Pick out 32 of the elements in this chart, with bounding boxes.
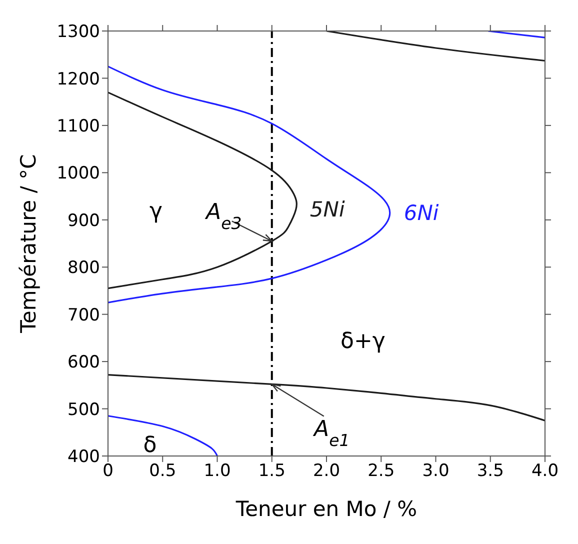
line-series <box>108 92 298 290</box>
y-tick-label: 800 <box>68 258 100 278</box>
x-tick-label: 1.5 <box>258 461 286 482</box>
y-tick-label: 900 <box>68 210 100 231</box>
y-tick-label: 1200 <box>56 69 100 90</box>
line-series <box>108 66 391 304</box>
x-axis-title: Teneur en Mo / % <box>234 497 418 521</box>
annotation: A$_{e1}$ <box>312 417 350 450</box>
annotation: δ <box>143 433 157 458</box>
annotation: γ <box>149 199 163 224</box>
y-axis-title: Température / °C <box>16 154 40 334</box>
annotation: A$_{e3}$ <box>204 200 242 233</box>
series-label: 5Ni <box>310 198 345 222</box>
line-series <box>108 415 218 456</box>
series-label: 6Ni <box>404 200 439 225</box>
x-tick-label: 4.0 <box>531 461 559 482</box>
x-tick-label: 0 <box>102 461 114 482</box>
x-tick-label: 3.5 <box>476 461 504 482</box>
annotation: δ+γ <box>340 329 386 354</box>
y-tick-label: 1100 <box>56 116 100 136</box>
y-tick-label: 500 <box>68 400 100 420</box>
y-tick-label: 700 <box>68 305 100 326</box>
line-series <box>108 374 545 422</box>
x-tick-label: 2.0 <box>312 461 340 482</box>
x-tick-label: 1.0 <box>204 461 231 482</box>
y-tick-label: 1000 <box>56 164 100 184</box>
y-tick-label: 600 <box>68 352 100 373</box>
x-tick-label: 0.5 <box>149 461 176 482</box>
y-tick-label: 1300 <box>56 22 100 42</box>
y-tick-label: 400 <box>68 447 100 468</box>
x-tick-label: 3.0 <box>422 461 450 482</box>
x-tick-label: 2.5 <box>368 461 395 482</box>
